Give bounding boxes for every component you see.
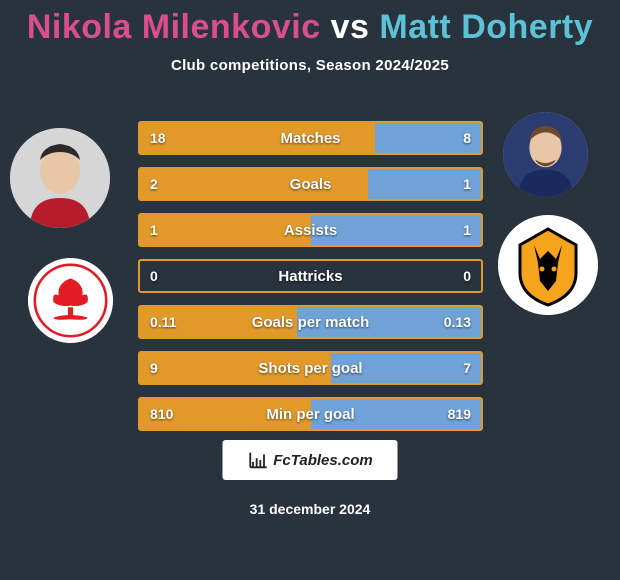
- footer-brand-text: FcTables.com: [273, 452, 372, 469]
- stat-row: 9Shots per goal7: [138, 351, 483, 385]
- subtitle: Club competitions, Season 2024/2025: [0, 57, 620, 74]
- stat-label: Hattricks: [140, 268, 481, 285]
- stat-row: 0Hattricks0: [138, 259, 483, 293]
- team1-logo: [28, 258, 113, 343]
- team1-logo-svg: [28, 258, 113, 343]
- stat-label: Goals per match: [140, 314, 481, 331]
- stat-label: Matches: [140, 130, 481, 147]
- stat-value-right: 0: [463, 268, 471, 284]
- player2-avatar-svg: [503, 112, 588, 197]
- comparison-title: Nikola Milenkovic vs Matt Doherty: [0, 0, 620, 47]
- footer-date: 31 december 2024: [0, 501, 620, 517]
- stat-value-right: 1: [463, 222, 471, 238]
- player2-photo: [503, 112, 588, 197]
- stat-value-right: 0.13: [444, 314, 471, 330]
- title-player1: Nikola Milenkovic: [27, 8, 321, 46]
- stat-label: Shots per goal: [140, 360, 481, 377]
- player1-photo: [10, 128, 110, 228]
- stat-value-right: 1: [463, 176, 471, 192]
- title-player2: Matt Doherty: [379, 8, 593, 46]
- chart-icon: [247, 449, 269, 471]
- stat-row: 0.11Goals per match0.13: [138, 305, 483, 339]
- stat-row: 810Min per goal819: [138, 397, 483, 431]
- team2-logo: [498, 215, 598, 315]
- stat-label: Goals: [140, 176, 481, 193]
- stat-value-right: 7: [463, 360, 471, 376]
- stat-row: 18Matches8: [138, 121, 483, 155]
- stats-container: 18Matches82Goals11Assists10Hattricks00.1…: [138, 121, 483, 443]
- stat-value-right: 819: [448, 406, 471, 422]
- stat-row: 1Assists1: [138, 213, 483, 247]
- team2-logo-svg: [498, 215, 598, 315]
- stat-value-right: 8: [463, 130, 471, 146]
- stat-label: Min per goal: [140, 406, 481, 423]
- stat-row: 2Goals1: [138, 167, 483, 201]
- title-vs: vs: [331, 8, 370, 46]
- footer-brand-badge: FcTables.com: [223, 440, 398, 480]
- stat-label: Assists: [140, 222, 481, 239]
- player1-avatar-svg: [10, 128, 110, 228]
